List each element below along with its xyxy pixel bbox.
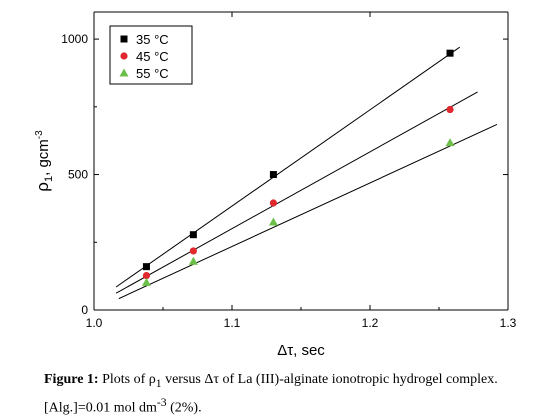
x-tick-label: 1.2	[362, 316, 379, 330]
caption-text-2: versus Δτ of La (III)-alginate ionotropi…	[44, 372, 498, 416]
figure-caption: Figure 1: Plots of ρ1 versus Δτ of La (I…	[44, 370, 530, 417]
data-point	[188, 256, 198, 265]
chart: 1.0 1.1 1.2 1.3 0 500 1000 35 °C 45 °C 55 °C Δτ…	[33, 11, 517, 359]
data-point	[189, 247, 197, 255]
caption-superscript: -3	[156, 395, 167, 409]
caption-text-3: (2%).	[166, 400, 202, 416]
legend: 35 °C 45 °C 55 °C	[109, 25, 193, 85]
x-tick-label: 1.0	[86, 316, 103, 330]
fit-lines	[115, 46, 498, 300]
caption-label: Figure 1:	[44, 372, 99, 387]
y-ticks: 0 500 1000	[61, 32, 508, 317]
legend-label: 55 °C	[136, 66, 169, 81]
data-point	[142, 263, 150, 271]
fit-line	[118, 123, 498, 300]
x-tick-label: 1.3	[500, 316, 517, 330]
data-point	[446, 49, 454, 57]
caption-text-1: Plots of ρ	[98, 372, 156, 387]
caption-subscript: 1	[155, 376, 162, 390]
legend-label: 35 °C	[136, 32, 169, 47]
x-ticks: 1.0 1.1 1.2 1.3	[86, 12, 517, 330]
y-axis-title-sup: -3	[34, 130, 45, 139]
y-tick-label: 500	[68, 168, 88, 182]
data-point	[446, 105, 454, 114]
data-point	[189, 231, 197, 239]
data-point	[141, 277, 151, 286]
data-point	[269, 199, 277, 207]
y-axis-title-unit: , gcm	[35, 139, 52, 176]
y-axis-title: ρ1, gcm-3	[33, 130, 55, 192]
fit-line	[115, 46, 460, 288]
legend-marker	[120, 35, 128, 43]
y-axis-title-symbol: ρ	[33, 182, 52, 192]
legend-marker	[120, 52, 128, 60]
data-point	[142, 271, 151, 280]
data-point	[445, 138, 455, 147]
y-axis-title-sub: 1	[43, 176, 55, 182]
y-tick-label: 0	[81, 303, 88, 317]
data-points	[141, 49, 455, 286]
data-point	[269, 171, 277, 179]
y-tick-label: 1000	[61, 32, 88, 46]
legend-marker	[119, 68, 129, 77]
x-tick-label: 1.1	[224, 316, 241, 330]
fit-line	[115, 91, 478, 294]
x-axis-title: Δτ, sec	[277, 342, 325, 359]
legend-label: 45 °C	[136, 49, 169, 64]
data-point	[268, 217, 278, 226]
